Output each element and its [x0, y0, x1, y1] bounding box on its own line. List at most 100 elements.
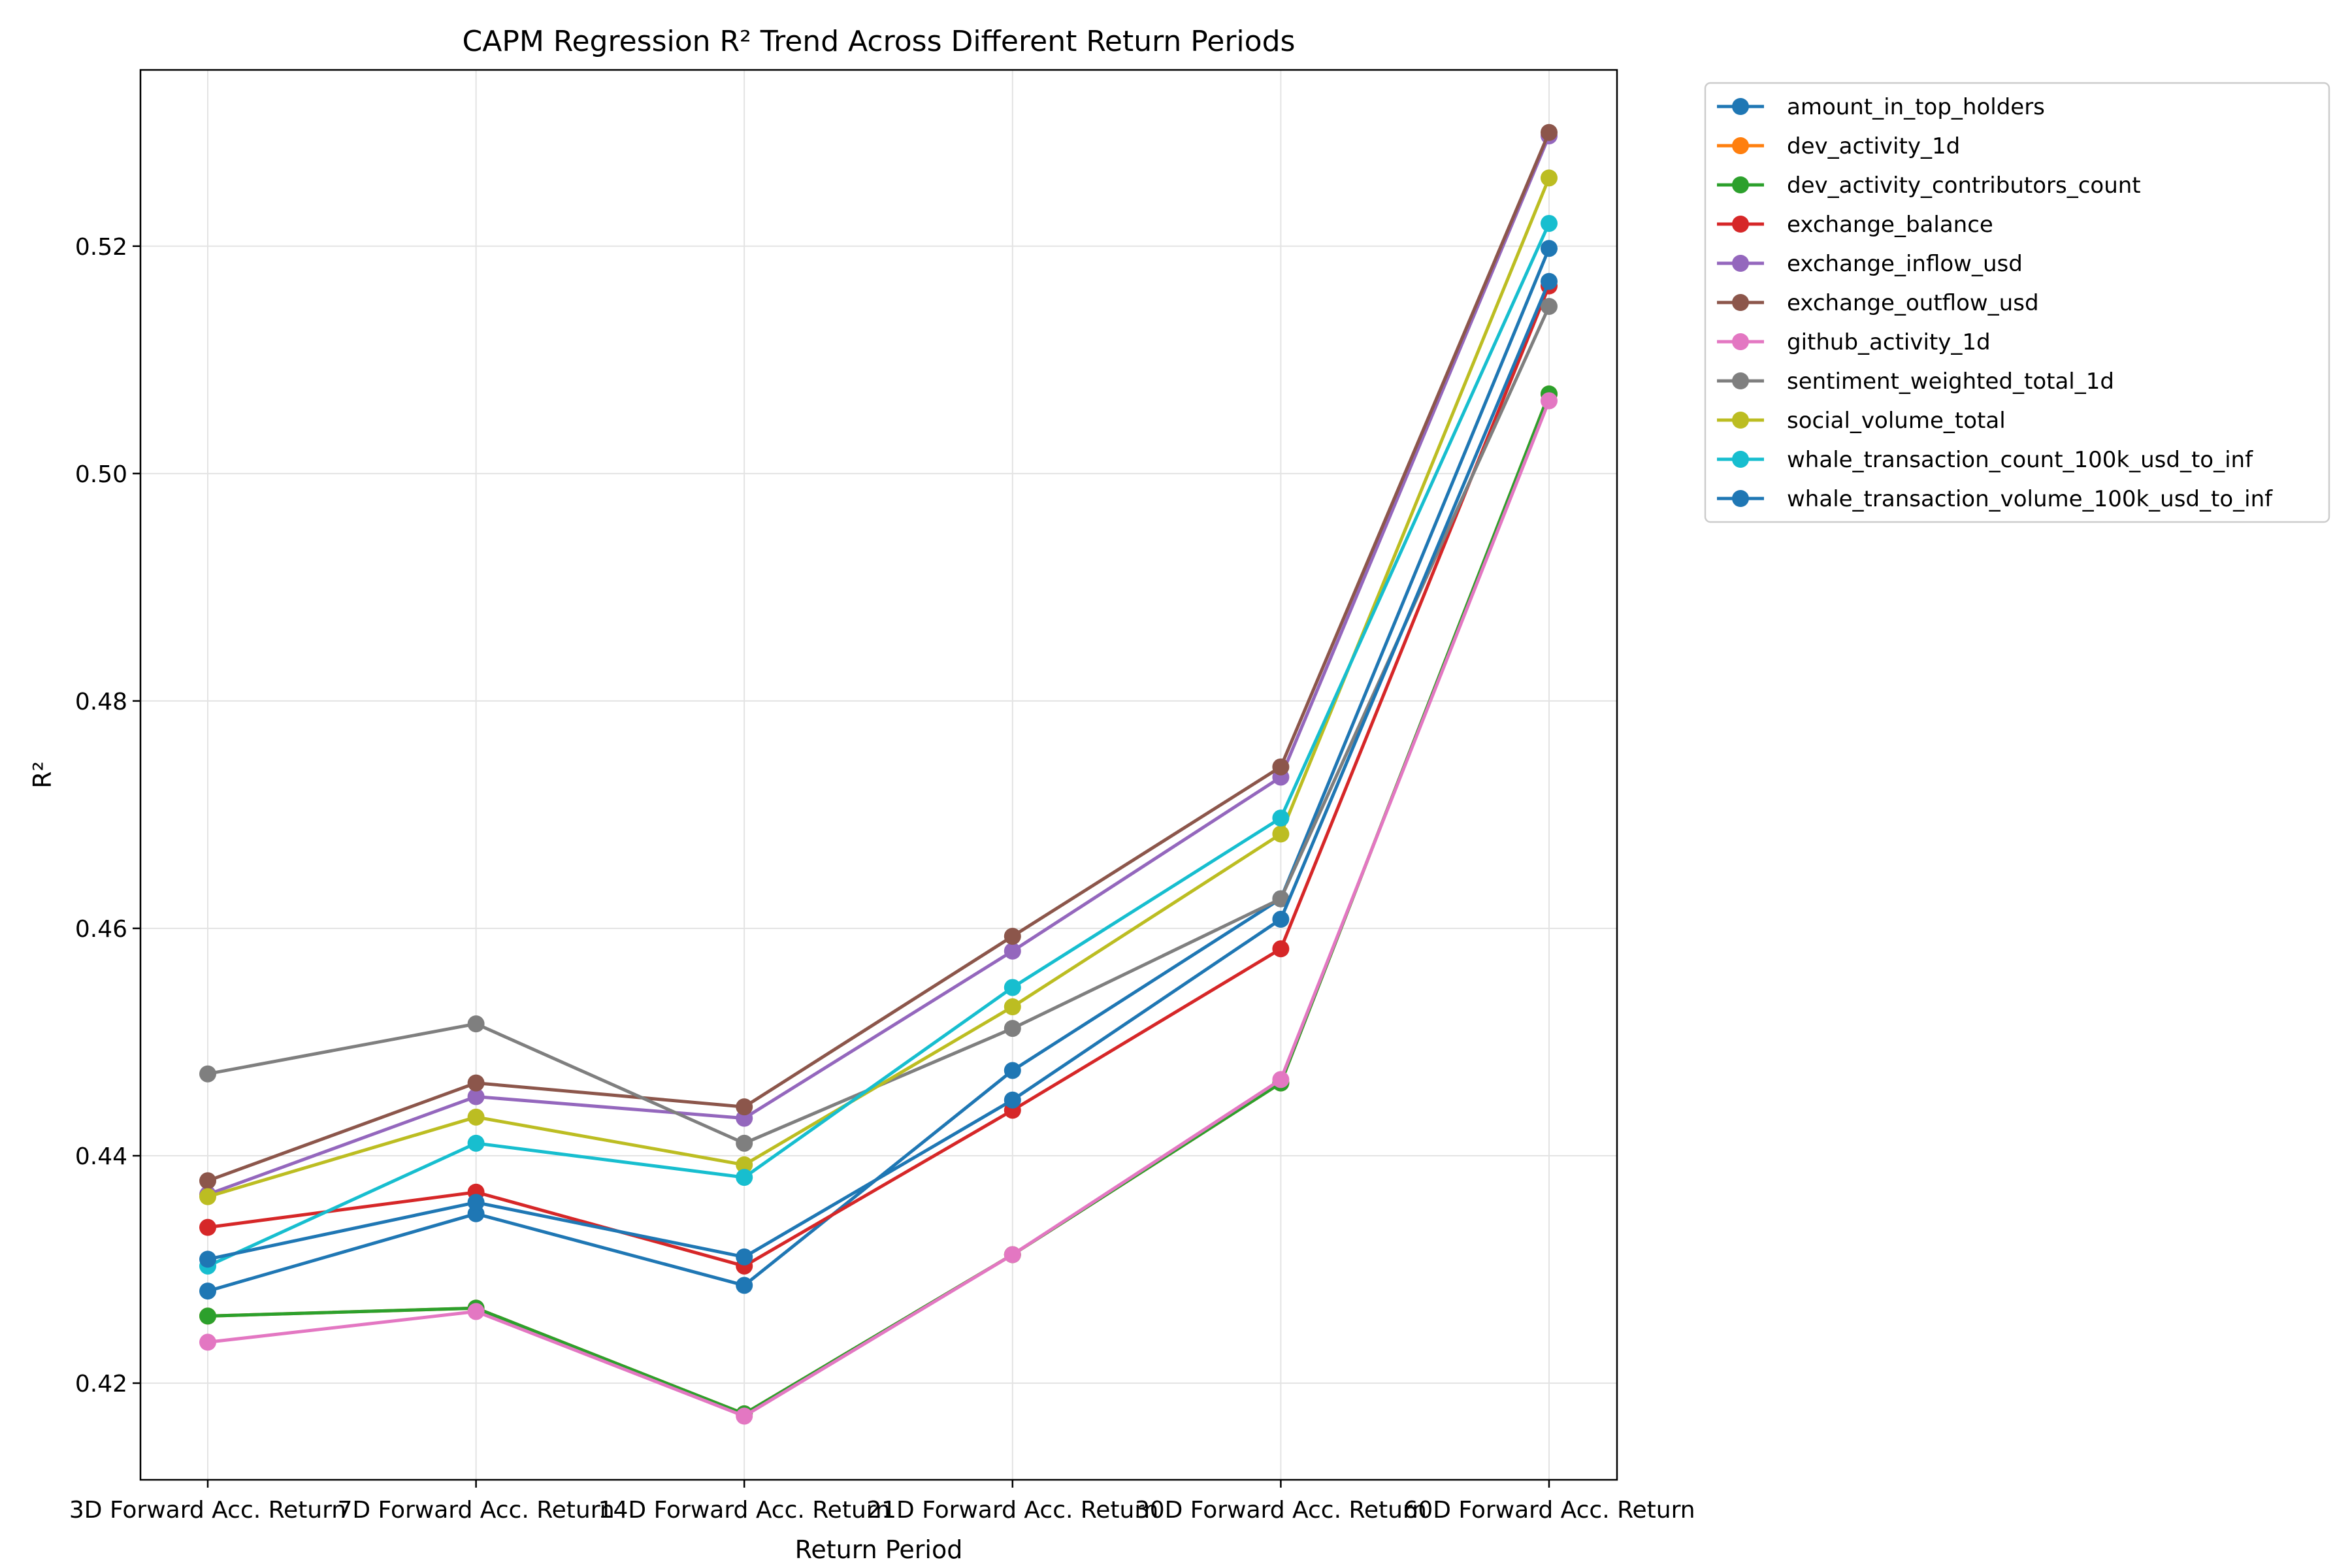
- legend-swatch-marker: [1732, 137, 1749, 154]
- data-point: [1541, 214, 1558, 232]
- data-point: [736, 1169, 753, 1186]
- data-point: [1004, 928, 1021, 945]
- series-line: [206, 222, 1551, 1268]
- legend: amount_in_top_holders dev_activity_1d dev_…: [1704, 82, 2330, 523]
- data-point: [1004, 979, 1021, 996]
- data-point: [199, 1188, 216, 1205]
- data-point: [1541, 392, 1558, 410]
- x-tick-label: 7D Forward Acc. Return: [337, 1497, 614, 1524]
- y-tick-label: 0.44: [75, 1143, 127, 1170]
- legend-item: whale_transaction_volume_100k_usd_to_inf: [1717, 486, 2273, 512]
- data-point: [1272, 825, 1290, 843]
- x-tick-label: 14D Forward Acc. Return: [598, 1497, 890, 1524]
- legend-label: sentiment_weighted_total_1d: [1787, 368, 2114, 395]
- y-tick-label: 0.42: [75, 1371, 127, 1397]
- legend-swatch-marker: [1732, 216, 1749, 233]
- legend-swatch-marker: [1732, 412, 1749, 429]
- plot-frame: [139, 69, 1618, 1481]
- legend-label: whale_transaction_count_100k_usd_to_inf: [1787, 447, 2253, 473]
- legend-item: exchange_balance: [1717, 212, 1993, 238]
- legend-label: whale_transaction_volume_100k_usd_to_inf: [1787, 486, 2273, 512]
- series-line: [207, 280, 1551, 1261]
- legend-item: dev_activity_1d: [1717, 133, 1960, 159]
- x-axis-label: Return Period: [795, 1535, 963, 1564]
- legend-label: dev_activity_contributors_count: [1787, 172, 2141, 199]
- legend-item: social_volume_total: [1717, 408, 2006, 434]
- series-line: [207, 135, 1551, 1196]
- data-point: [736, 1248, 753, 1266]
- legend-swatch-marker: [1732, 98, 1749, 115]
- legend-label: dev_activity_1d: [1787, 133, 1960, 159]
- data-point: [467, 1108, 485, 1126]
- legend-swatch-marker: [1732, 333, 1749, 350]
- legend-swatch-marker: [1732, 451, 1749, 468]
- legend-label: exchange_outflow_usd: [1787, 290, 2039, 316]
- legend-item: exchange_outflow_usd: [1717, 290, 2039, 316]
- series-line: [207, 131, 1551, 1183]
- data-point: [467, 1194, 485, 1211]
- data-point: [1272, 1071, 1290, 1088]
- data-point: [1541, 169, 1558, 187]
- legend-label: social_volume_total: [1787, 408, 2006, 434]
- data-point: [736, 1407, 753, 1425]
- legend-swatch-marker: [1732, 372, 1749, 389]
- data-point: [199, 1282, 216, 1300]
- series-exchange_outflow_usd: [199, 123, 1558, 1190]
- data-point: [199, 1307, 216, 1325]
- legend-item: amount_in_top_holders: [1717, 94, 2045, 120]
- data-point: [736, 1134, 753, 1152]
- y-tick-label: 0.52: [75, 234, 127, 261]
- data-point: [1272, 809, 1290, 827]
- data-point: [1541, 272, 1558, 290]
- legend-label: amount_in_top_holders: [1787, 94, 2045, 120]
- legend-swatch-marker: [1732, 176, 1749, 193]
- data-point: [1004, 998, 1021, 1016]
- y-tick-label: 0.46: [75, 916, 127, 943]
- chart-title: CAPM Regression R² Trend Across Differen…: [463, 25, 1296, 58]
- data-point: [467, 1134, 485, 1152]
- x-tick-label: 21D Forward Acc. Return: [866, 1497, 1158, 1524]
- data-point: [467, 1088, 485, 1105]
- legend-item: exchange_inflow_usd: [1717, 251, 2023, 277]
- data-point: [199, 1250, 216, 1268]
- data-point: [467, 1074, 485, 1092]
- data-point: [1272, 890, 1290, 907]
- legend-swatch-marker: [1732, 255, 1749, 272]
- data-point: [1004, 1020, 1021, 1037]
- data-point: [199, 1065, 216, 1083]
- data-point: [467, 1015, 485, 1033]
- data-point: [1272, 758, 1290, 776]
- legend-item: dev_activity_contributors_count: [1717, 172, 2141, 199]
- legend-frame: [1704, 82, 2330, 523]
- data-point: [736, 1156, 753, 1173]
- legend-label: exchange_balance: [1787, 212, 1993, 238]
- data-point: [199, 1333, 216, 1351]
- legend-label: exchange_inflow_usd: [1787, 251, 2023, 277]
- x-tick-label: 30D Forward Acc. Return: [1135, 1497, 1427, 1524]
- data-point: [1004, 1091, 1021, 1109]
- data-point: [736, 1277, 753, 1294]
- data-point: [1541, 240, 1558, 257]
- x-tick-label: 3D Forward Acc. Return: [69, 1497, 346, 1524]
- y-tick-label: 0.48: [75, 689, 127, 715]
- legend-item: sentiment_weighted_total_1d: [1717, 368, 2114, 395]
- series-line: [207, 177, 1551, 1199]
- series-whale_transaction_volume_100k_usd_to_inf: [199, 272, 1558, 1268]
- data-point: [1004, 942, 1021, 960]
- data-point: [1004, 1246, 1021, 1264]
- data-point: [1272, 911, 1290, 928]
- data-point: [1272, 940, 1290, 958]
- legend-label: github_activity_1d: [1787, 329, 1991, 355]
- legend-swatch-marker: [1732, 490, 1749, 507]
- series-line: [207, 400, 1551, 1418]
- y-tick-label: 0.50: [75, 461, 127, 488]
- series-github_activity_1d: [199, 392, 1558, 1425]
- data-point: [199, 1172, 216, 1190]
- legend-item: whale_transaction_count_100k_usd_to_inf: [1717, 447, 2253, 473]
- legend-swatch-marker: [1732, 294, 1749, 311]
- series-line: [207, 285, 1551, 1268]
- series-social_volume_total: [199, 169, 1558, 1205]
- series-layer: [199, 123, 1558, 1425]
- y-axis-label: R²: [28, 761, 57, 789]
